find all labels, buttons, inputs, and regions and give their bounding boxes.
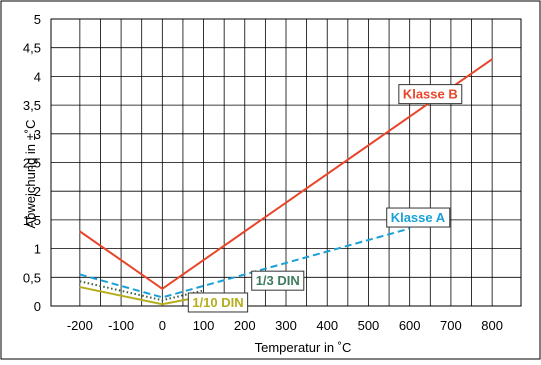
series-line-klasse-b <box>79 58 493 290</box>
x-tick-label: 400 <box>316 318 338 333</box>
series-label-klasse-b: Klasse B <box>398 84 463 105</box>
x-tick-label: 500 <box>358 318 380 333</box>
x-tick-label: -100 <box>108 318 134 333</box>
x-tick-label: 100 <box>193 318 215 333</box>
x-tick-label: 600 <box>399 318 421 333</box>
series-label-text: 1/10 DIN <box>192 295 243 310</box>
y-tick-label: 5 <box>34 12 41 27</box>
y-tick-label: 4 <box>34 69 41 84</box>
series-label-text: Klasse A <box>391 210 446 225</box>
y-tick-label: 3 <box>34 127 41 142</box>
y-tick-label: 3,5 <box>23 98 41 113</box>
y-tick-label: 1,5 <box>23 213 41 228</box>
x-tick-label: 800 <box>481 318 503 333</box>
series-label-1-10-din: 1/10 DIN <box>187 292 249 313</box>
series-label-text: Klasse B <box>403 87 458 102</box>
x-tick-label: 200 <box>234 318 256 333</box>
y-tick-label: 1 <box>34 242 41 257</box>
y-tick-label: 2 <box>34 184 41 199</box>
y-axis-label: Abweichung in ±˚C <box>23 119 38 228</box>
y-tick-label: 0 <box>34 299 41 314</box>
x-axis-ticks: -200 -100 0 100 200 300 400 500 600 700 800 <box>67 318 503 333</box>
x-tick-label: 300 <box>275 318 297 333</box>
y-tick-label: 0,5 <box>23 270 41 285</box>
series-label-1-3-din: 1/3 DIN <box>251 270 305 291</box>
series-labels: Klasse B Klasse A 1/3 DIN 1/10 DIN <box>187 84 463 313</box>
x-axis-label: Temperatur in ˚C <box>255 340 352 355</box>
y-tick-label: 4,5 <box>23 41 41 56</box>
y-axis-ticks: 0 0,5 1 1,5 2 2,5 3 3,5 4 4,5 5 <box>23 12 41 314</box>
series-line-klasse-a <box>79 227 410 299</box>
x-tick-label: -200 <box>67 318 93 333</box>
series-label-text: 1/3 DIN <box>256 273 300 288</box>
series-label-klasse-a: Klasse A <box>386 207 451 228</box>
y-tick-label: 2,5 <box>23 156 41 171</box>
x-tick-label: 700 <box>440 318 462 333</box>
x-tick-label: 0 <box>159 318 166 333</box>
